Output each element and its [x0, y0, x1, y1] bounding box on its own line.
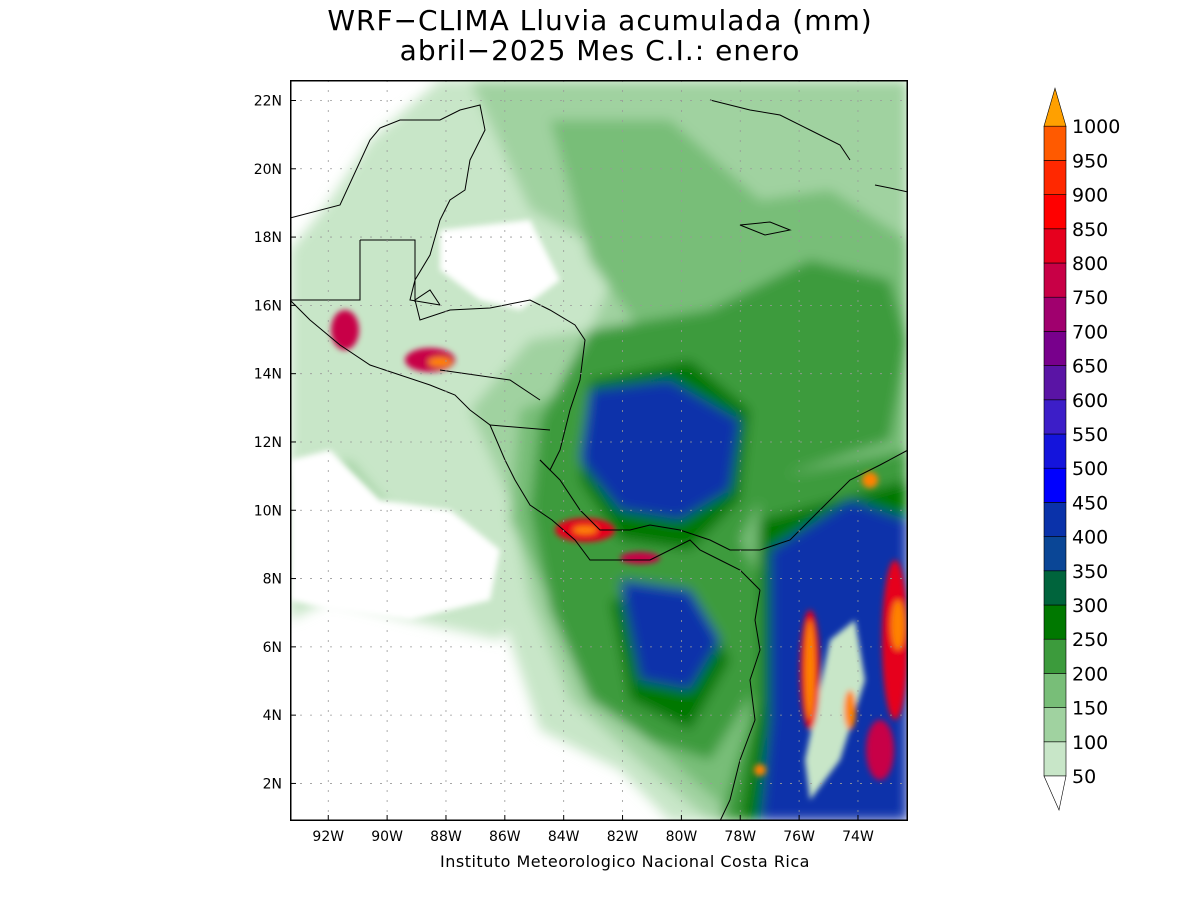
colorbar-label-100: 100 — [1072, 732, 1108, 754]
lat-tick-label-9: 20N — [254, 162, 282, 178]
colorbar-label-750: 750 — [1072, 287, 1108, 309]
colorbar-label-800: 800 — [1072, 253, 1108, 275]
rain-peak-colombia-north — [862, 472, 878, 488]
colorbar-label-350: 350 — [1072, 561, 1108, 583]
colorbar-label-650: 650 — [1072, 356, 1108, 378]
colorbar-swatch-450 — [1043, 467, 1067, 503]
lon-tick-label-8: 76W — [783, 829, 815, 845]
colorbar-label-50: 50 — [1072, 766, 1096, 788]
colorbar-swatch-650 — [1043, 331, 1067, 366]
colorbar-swatch-850 — [1043, 194, 1067, 230]
rain-peak-colombia-south — [754, 764, 766, 776]
lon-tick-label-4: 84W — [548, 829, 580, 845]
credit-text: Instituto Meteorologico Nacional Costa R… — [440, 852, 810, 871]
colorbar-swatch-200 — [1043, 638, 1067, 674]
lat-tick-label-8: 18N — [254, 230, 282, 246]
lon-tick-label-1: 90W — [371, 829, 403, 845]
map-subtitle: abril−2025 Mes C.I.: enero — [399, 34, 801, 67]
rain-peak-colombia-west-core — [805, 620, 815, 720]
colorbar-swatch-800 — [1043, 228, 1067, 264]
rain-peak-chiapas — [331, 310, 359, 350]
rainfall-field — [290, 80, 908, 821]
lat-tick-label-5: 12N — [254, 435, 282, 451]
rain-peak-colombia-valley — [844, 690, 856, 730]
lon-tick-label-0: 92W — [312, 829, 344, 845]
colorbar-label-500: 500 — [1072, 458, 1108, 480]
rain-peak-colombia-east-core — [891, 600, 905, 650]
colorbar-swatch-950 — [1043, 125, 1067, 161]
colorbar-legend: 50 100 150 200 250 300 350 400 450 500 550 600 650 70… — [1043, 87, 1120, 811]
colorbar-label-150: 150 — [1072, 698, 1108, 720]
colorbar-swatch-900 — [1043, 160, 1067, 195]
colorbar-swatch-700 — [1043, 296, 1067, 332]
lat-tick-label-2: 6N — [263, 640, 282, 656]
colorbar-overflow-triangle — [1043, 87, 1067, 127]
colorbar-label-550: 550 — [1072, 424, 1108, 446]
colorbar-swatch-50 — [1043, 741, 1067, 777]
colorbar-label-1000: 1000 — [1072, 116, 1120, 138]
colorbar-swatch-500 — [1043, 433, 1067, 469]
lon-tick-label-9: 74W — [842, 829, 874, 845]
colorbar-label-600: 600 — [1072, 390, 1108, 412]
lat-tick-label-4: 10N — [254, 503, 282, 519]
lat-tick-label-0: 2N — [263, 776, 282, 792]
colorbar-underflow-triangle — [1043, 775, 1067, 811]
colorbar-swatch-550 — [1043, 399, 1067, 435]
map-title: WRF−CLIMA Lluvia acumulada (mm) — [327, 4, 873, 37]
lon-tick-label-5: 82W — [607, 829, 639, 845]
colorbar-swatch-300 — [1043, 570, 1067, 606]
colorbar-label-400: 400 — [1072, 527, 1108, 549]
colorbar-label-450: 450 — [1072, 492, 1108, 514]
lat-tick-label-6: 14N — [254, 367, 282, 383]
lon-tick-label-3: 86W — [489, 829, 521, 845]
colorbar-swatch-750 — [1043, 262, 1067, 298]
colorbar-swatch-100 — [1043, 707, 1067, 743]
colorbar-swatch-400 — [1043, 502, 1067, 537]
colorbar-swatch-150 — [1043, 673, 1067, 708]
colorbar-label-900: 900 — [1072, 185, 1108, 207]
lon-tick-label-6: 80W — [666, 829, 698, 845]
lon-tick-label-2: 88W — [430, 829, 462, 845]
colorbar-label-850: 850 — [1072, 219, 1108, 241]
colorbar-label-300: 300 — [1072, 595, 1108, 617]
rain-peak-costarica-core — [573, 526, 597, 534]
colorbar-swatch-600 — [1043, 365, 1067, 401]
colorbar-swatches — [1043, 87, 1067, 811]
colorbar-swatch-350 — [1043, 536, 1067, 572]
colorbar-label-200: 200 — [1072, 663, 1108, 685]
lat-tick-label-7: 16N — [254, 298, 282, 314]
colorbar-swatch-250 — [1043, 604, 1067, 640]
rain-peak-honduras — [428, 357, 452, 367]
lon-tick-label-7: 78W — [724, 829, 756, 845]
lat-tick-label-1: 4N — [263, 708, 282, 724]
lat-tick-label-3: 8N — [263, 572, 282, 588]
colorbar-label-950: 950 — [1072, 150, 1108, 172]
colorbar-labels: 50 100 150 200 250 300 350 400 450 500 550 600 650 70… — [1072, 116, 1120, 788]
colorbar-label-250: 250 — [1072, 629, 1108, 651]
rainfall-map[interactable] — [290, 80, 908, 821]
lat-tick-label-10: 22N — [254, 93, 282, 109]
colorbar-label-700: 700 — [1072, 321, 1108, 343]
rain-peak-colombia-southeast — [866, 720, 894, 780]
